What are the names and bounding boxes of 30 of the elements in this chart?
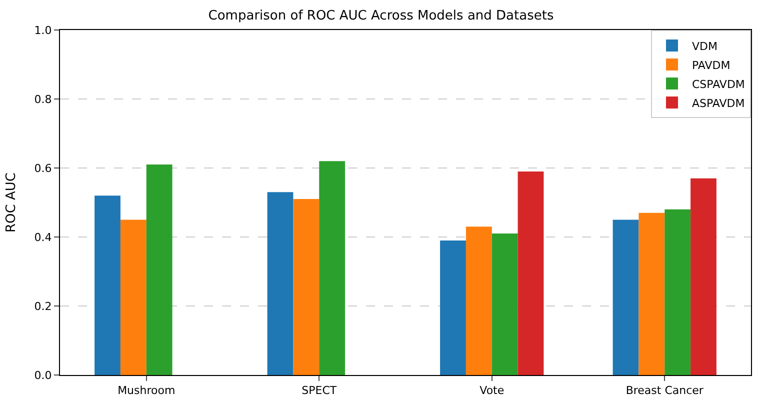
bar xyxy=(612,220,639,375)
bar xyxy=(466,226,492,375)
bar xyxy=(120,220,146,375)
x-tick-label: Vote xyxy=(480,384,504,398)
x-tick-label: SPECT xyxy=(302,384,337,398)
y-tick-label: 0.6 xyxy=(34,162,52,175)
y-tick-label: 0.0 xyxy=(34,368,52,382)
legend-label: VDM xyxy=(692,40,718,53)
x-tick-label: Mushroom xyxy=(118,384,176,398)
legend-label: ASPAVDM xyxy=(692,96,745,110)
y-tick-label: 1.0 xyxy=(34,24,52,37)
chart-title: Comparison of ROC AUC Across Models and Datasets xyxy=(208,8,554,24)
bar xyxy=(638,212,665,375)
bar xyxy=(664,209,691,375)
bar xyxy=(690,178,716,375)
bar xyxy=(518,171,544,375)
bar xyxy=(146,164,172,375)
y-tick-label: 0.2 xyxy=(34,300,52,313)
x-tick-label: Breast Cancer xyxy=(626,384,704,398)
y-axis-title: ROC AUC xyxy=(4,172,20,232)
legend-label: PAVDM xyxy=(692,58,730,72)
bar xyxy=(293,199,320,375)
bar xyxy=(440,240,466,375)
bar xyxy=(319,161,346,375)
bar xyxy=(94,196,120,375)
bar xyxy=(267,192,294,375)
legend-label: CSPAVDM xyxy=(692,78,745,91)
bar xyxy=(492,234,518,375)
y-tick-label: 0.8 xyxy=(34,92,52,106)
y-tick-label: 0.4 xyxy=(34,230,52,244)
